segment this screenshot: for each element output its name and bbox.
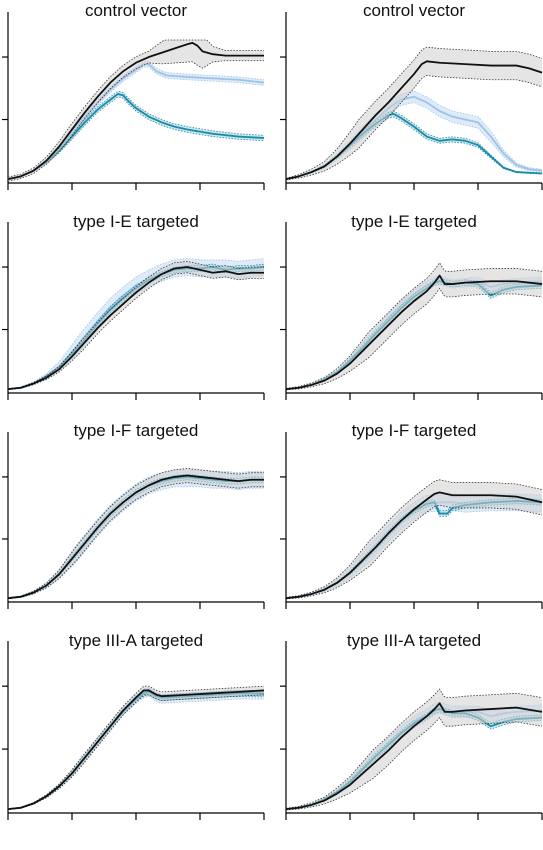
chart-title: control vector (85, 1, 187, 20)
chart-title: type I-F targeted (74, 421, 199, 440)
series-2-upper-bound (7, 469, 264, 599)
series-3-lower-bound (7, 694, 264, 810)
series-1-line (7, 41, 264, 181)
series-2-band (8, 258, 264, 390)
chart-panel-7: type III-A targeted (2, 631, 265, 820)
series-1-upper-bound (7, 468, 264, 599)
series-1-line (285, 702, 543, 811)
chart-title: type III-A targeted (347, 631, 481, 650)
series-1-lower-bound (285, 75, 543, 181)
series-1-line (7, 266, 264, 391)
series-1-upper-bound (285, 479, 543, 598)
series-3-lower-bound (7, 96, 265, 180)
series-2-lower-bound (7, 486, 264, 600)
series-1-upper-bound (285, 262, 543, 389)
chart-panel-2: control vector (280, 1, 543, 190)
series-2-lower-bound (285, 510, 543, 600)
series-3-line (7, 690, 264, 811)
chart-panel-3: type I-E targeted (2, 212, 265, 400)
series-3-upper-bound (7, 263, 265, 390)
series-1-lower-bound (285, 504, 543, 600)
series-1-band (286, 262, 542, 390)
series-1-line (285, 60, 543, 181)
chart-panel-6: type I-F targeted (280, 421, 543, 609)
series-2-upper-bound (7, 687, 264, 810)
chart-panel-4: type I-E targeted (280, 212, 543, 400)
series-1-line (7, 474, 264, 600)
series-1-lower-bound (7, 482, 264, 600)
chart-title: type I-E targeted (73, 212, 199, 231)
series-1-line (285, 491, 543, 600)
series-1-upper-bound (285, 46, 543, 179)
series-1-line (285, 274, 543, 391)
chart-panel-5: type I-F targeted (2, 421, 265, 609)
series-3-lower-bound (285, 283, 543, 390)
series-1-upper-bound (7, 685, 265, 810)
series-1-upper-bound (7, 260, 264, 390)
chart-panel-8: type III-A targeted (280, 631, 543, 820)
series-1-band (286, 479, 542, 599)
series-2-lower-bound (7, 695, 264, 810)
series-1-upper-bound (285, 688, 543, 809)
chart-title: type I-E targeted (351, 212, 477, 231)
series-1-band (8, 40, 264, 182)
series-1-lower-bound (7, 694, 265, 810)
chart-title: control vector (363, 1, 465, 20)
chart-title: type I-F targeted (352, 421, 477, 440)
series-1-line (7, 689, 265, 811)
series-3-band (8, 689, 264, 810)
chart-panel-1: control vector (2, 1, 265, 190)
series-1-band (8, 686, 264, 810)
series-2-band (8, 687, 264, 810)
series-3-upper-bound (7, 688, 264, 810)
series-1-lower-bound (7, 60, 264, 182)
chart-title: type III-A targeted (69, 631, 203, 650)
series-1-lower-bound (285, 287, 543, 391)
series-2-line (7, 690, 264, 811)
series-1-band (286, 689, 542, 810)
series-2-upper-bound (7, 258, 265, 390)
series-1-band (286, 47, 542, 181)
